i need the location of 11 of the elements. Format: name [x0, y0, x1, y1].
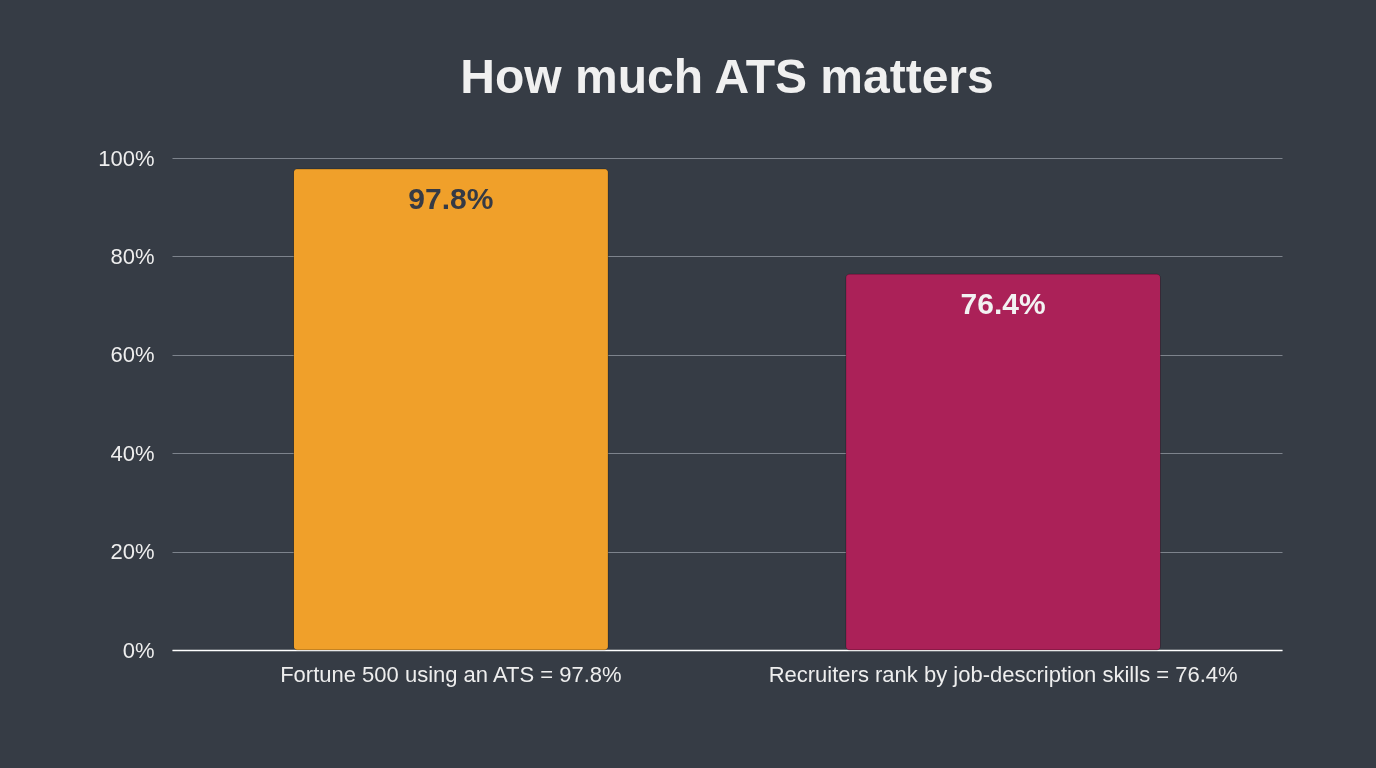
chart-title: How much ATS matters: [460, 50, 994, 103]
x-tick-label: Recruiters rank by job-description skills = 76.4%: [768, 661, 1238, 687]
x-tick-label: Fortune 500 using an ATS = 97.8%: [280, 661, 622, 687]
data-label: 76.4%: [960, 287, 1046, 321]
y-tick-label: 60%: [110, 342, 155, 368]
y-tick-label: 40%: [110, 440, 155, 466]
y-tick-label: 100%: [98, 145, 155, 171]
y-tick-label: 80%: [110, 243, 155, 269]
y-tick-label: 0%: [122, 637, 155, 663]
data-label: 97.8%: [408, 181, 494, 215]
y-tick-label: 20%: [110, 539, 155, 565]
